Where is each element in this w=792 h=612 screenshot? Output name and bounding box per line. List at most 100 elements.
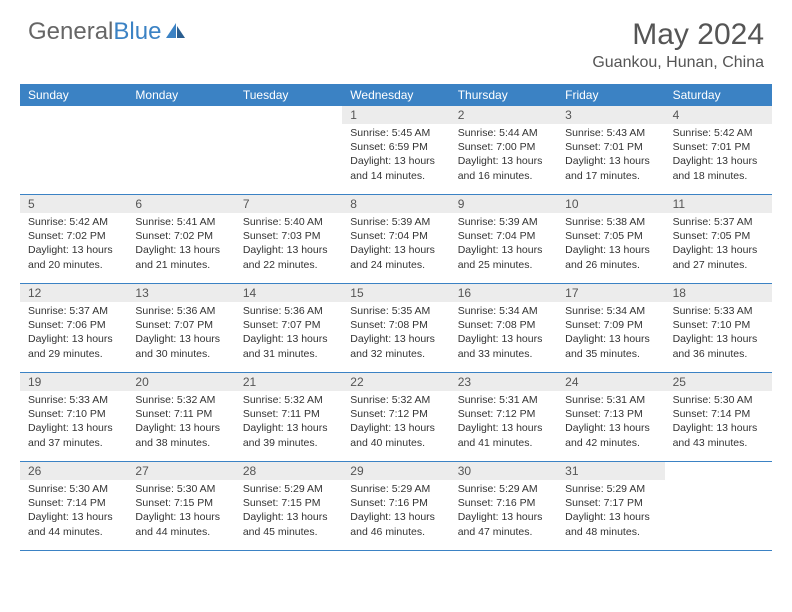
sunset-text: Sunset: 7:15 PM xyxy=(243,496,334,510)
sunset-text: Sunset: 7:06 PM xyxy=(28,318,119,332)
sunset-text: Sunset: 7:10 PM xyxy=(28,407,119,421)
day-number: 15 xyxy=(342,284,449,302)
sunrise-text: Sunrise: 5:42 AM xyxy=(673,126,764,140)
daylight-text: Daylight: 13 hours and 46 minutes. xyxy=(350,510,441,538)
sunset-text: Sunset: 7:10 PM xyxy=(673,318,764,332)
logo-text-1: General xyxy=(28,18,113,45)
day-number: 13 xyxy=(127,284,234,302)
sunrise-text: Sunrise: 5:29 AM xyxy=(458,482,549,496)
day-body: Sunrise: 5:29 AMSunset: 7:15 PMDaylight:… xyxy=(235,480,342,543)
day-body: Sunrise: 5:33 AMSunset: 7:10 PMDaylight:… xyxy=(20,391,127,454)
day-body: Sunrise: 5:29 AMSunset: 7:16 PMDaylight:… xyxy=(342,480,449,543)
day-cell: 22Sunrise: 5:32 AMSunset: 7:12 PMDayligh… xyxy=(342,373,449,461)
sunrise-text: Sunrise: 5:43 AM xyxy=(565,126,656,140)
day-number: 16 xyxy=(450,284,557,302)
sunrise-text: Sunrise: 5:37 AM xyxy=(28,304,119,318)
daylight-text: Daylight: 13 hours and 30 minutes. xyxy=(135,332,226,360)
day-number: 18 xyxy=(665,284,772,302)
day-number: 30 xyxy=(450,462,557,480)
day-cell: 11Sunrise: 5:37 AMSunset: 7:05 PMDayligh… xyxy=(665,195,772,283)
day-cell: 29Sunrise: 5:29 AMSunset: 7:16 PMDayligh… xyxy=(342,462,449,550)
sunset-text: Sunset: 7:08 PM xyxy=(458,318,549,332)
day-number: 7 xyxy=(235,195,342,213)
day-body: Sunrise: 5:29 AMSunset: 7:16 PMDaylight:… xyxy=(450,480,557,543)
sunset-text: Sunset: 7:11 PM xyxy=(243,407,334,421)
day-body: Sunrise: 5:39 AMSunset: 7:04 PMDaylight:… xyxy=(450,213,557,276)
day-number: 3 xyxy=(557,106,664,124)
day-body: Sunrise: 5:30 AMSunset: 7:14 PMDaylight:… xyxy=(20,480,127,543)
day-body: Sunrise: 5:34 AMSunset: 7:08 PMDaylight:… xyxy=(450,302,557,365)
sunrise-text: Sunrise: 5:42 AM xyxy=(28,215,119,229)
daylight-text: Daylight: 13 hours and 39 minutes. xyxy=(243,421,334,449)
sunset-text: Sunset: 7:14 PM xyxy=(28,496,119,510)
daylight-text: Daylight: 13 hours and 27 minutes. xyxy=(673,243,764,271)
day-number: 1 xyxy=(342,106,449,124)
day-body: Sunrise: 5:35 AMSunset: 7:08 PMDaylight:… xyxy=(342,302,449,365)
daylight-text: Daylight: 13 hours and 42 minutes. xyxy=(565,421,656,449)
daylight-text: Daylight: 13 hours and 20 minutes. xyxy=(28,243,119,271)
sunrise-text: Sunrise: 5:44 AM xyxy=(458,126,549,140)
sunrise-text: Sunrise: 5:29 AM xyxy=(565,482,656,496)
day-body: Sunrise: 5:33 AMSunset: 7:10 PMDaylight:… xyxy=(665,302,772,365)
day-cell: 26Sunrise: 5:30 AMSunset: 7:14 PMDayligh… xyxy=(20,462,127,550)
dow-cell: Thursday xyxy=(450,84,557,106)
sunset-text: Sunset: 7:14 PM xyxy=(673,407,764,421)
day-number: 2 xyxy=(450,106,557,124)
day-cell: 25Sunrise: 5:30 AMSunset: 7:14 PMDayligh… xyxy=(665,373,772,461)
day-cell: 18Sunrise: 5:33 AMSunset: 7:10 PMDayligh… xyxy=(665,284,772,372)
day-cell xyxy=(20,106,127,194)
day-body: Sunrise: 5:42 AMSunset: 7:01 PMDaylight:… xyxy=(665,124,772,187)
sunset-text: Sunset: 7:07 PM xyxy=(135,318,226,332)
day-number: 20 xyxy=(127,373,234,391)
daylight-text: Daylight: 13 hours and 35 minutes. xyxy=(565,332,656,360)
weeks-container: 1Sunrise: 5:45 AMSunset: 6:59 PMDaylight… xyxy=(20,106,772,551)
daylight-text: Daylight: 13 hours and 21 minutes. xyxy=(135,243,226,271)
day-body: Sunrise: 5:30 AMSunset: 7:15 PMDaylight:… xyxy=(127,480,234,543)
sunrise-text: Sunrise: 5:41 AM xyxy=(135,215,226,229)
day-body: Sunrise: 5:38 AMSunset: 7:05 PMDaylight:… xyxy=(557,213,664,276)
week-row: 19Sunrise: 5:33 AMSunset: 7:10 PMDayligh… xyxy=(20,373,772,462)
daylight-text: Daylight: 13 hours and 18 minutes. xyxy=(673,154,764,182)
page-title: May 2024 xyxy=(592,18,764,52)
sunset-text: Sunset: 7:15 PM xyxy=(135,496,226,510)
daylight-text: Daylight: 13 hours and 29 minutes. xyxy=(28,332,119,360)
sunrise-text: Sunrise: 5:31 AM xyxy=(458,393,549,407)
sunrise-text: Sunrise: 5:36 AM xyxy=(135,304,226,318)
daylight-text: Daylight: 13 hours and 25 minutes. xyxy=(458,243,549,271)
day-body: Sunrise: 5:32 AMSunset: 7:12 PMDaylight:… xyxy=(342,391,449,454)
day-cell: 16Sunrise: 5:34 AMSunset: 7:08 PMDayligh… xyxy=(450,284,557,372)
dow-cell: Friday xyxy=(557,84,664,106)
calendar: Sunday Monday Tuesday Wednesday Thursday… xyxy=(20,84,772,551)
day-cell: 2Sunrise: 5:44 AMSunset: 7:00 PMDaylight… xyxy=(450,106,557,194)
day-body: Sunrise: 5:41 AMSunset: 7:02 PMDaylight:… xyxy=(127,213,234,276)
daylight-text: Daylight: 13 hours and 44 minutes. xyxy=(135,510,226,538)
daylight-text: Daylight: 13 hours and 31 minutes. xyxy=(243,332,334,360)
day-cell: 30Sunrise: 5:29 AMSunset: 7:16 PMDayligh… xyxy=(450,462,557,550)
day-number: 24 xyxy=(557,373,664,391)
day-body: Sunrise: 5:36 AMSunset: 7:07 PMDaylight:… xyxy=(235,302,342,365)
sunset-text: Sunset: 7:11 PM xyxy=(135,407,226,421)
day-cell: 19Sunrise: 5:33 AMSunset: 7:10 PMDayligh… xyxy=(20,373,127,461)
week-row: 1Sunrise: 5:45 AMSunset: 6:59 PMDaylight… xyxy=(20,106,772,195)
sunset-text: Sunset: 7:01 PM xyxy=(565,140,656,154)
sunset-text: Sunset: 6:59 PM xyxy=(350,140,441,154)
day-cell: 21Sunrise: 5:32 AMSunset: 7:11 PMDayligh… xyxy=(235,373,342,461)
day-number: 8 xyxy=(342,195,449,213)
day-number: 17 xyxy=(557,284,664,302)
day-body: Sunrise: 5:40 AMSunset: 7:03 PMDaylight:… xyxy=(235,213,342,276)
day-body: Sunrise: 5:36 AMSunset: 7:07 PMDaylight:… xyxy=(127,302,234,365)
daylight-text: Daylight: 13 hours and 41 minutes. xyxy=(458,421,549,449)
dow-cell: Sunday xyxy=(20,84,127,106)
sunrise-text: Sunrise: 5:29 AM xyxy=(350,482,441,496)
sunrise-text: Sunrise: 5:39 AM xyxy=(458,215,549,229)
dow-cell: Saturday xyxy=(665,84,772,106)
day-cell: 4Sunrise: 5:42 AMSunset: 7:01 PMDaylight… xyxy=(665,106,772,194)
day-cell xyxy=(665,462,772,550)
sunset-text: Sunset: 7:01 PM xyxy=(673,140,764,154)
sunrise-text: Sunrise: 5:33 AM xyxy=(28,393,119,407)
day-cell: 8Sunrise: 5:39 AMSunset: 7:04 PMDaylight… xyxy=(342,195,449,283)
daylight-text: Daylight: 13 hours and 43 minutes. xyxy=(673,421,764,449)
day-number: 10 xyxy=(557,195,664,213)
daylight-text: Daylight: 13 hours and 45 minutes. xyxy=(243,510,334,538)
logo: GeneralBlue xyxy=(28,18,187,46)
